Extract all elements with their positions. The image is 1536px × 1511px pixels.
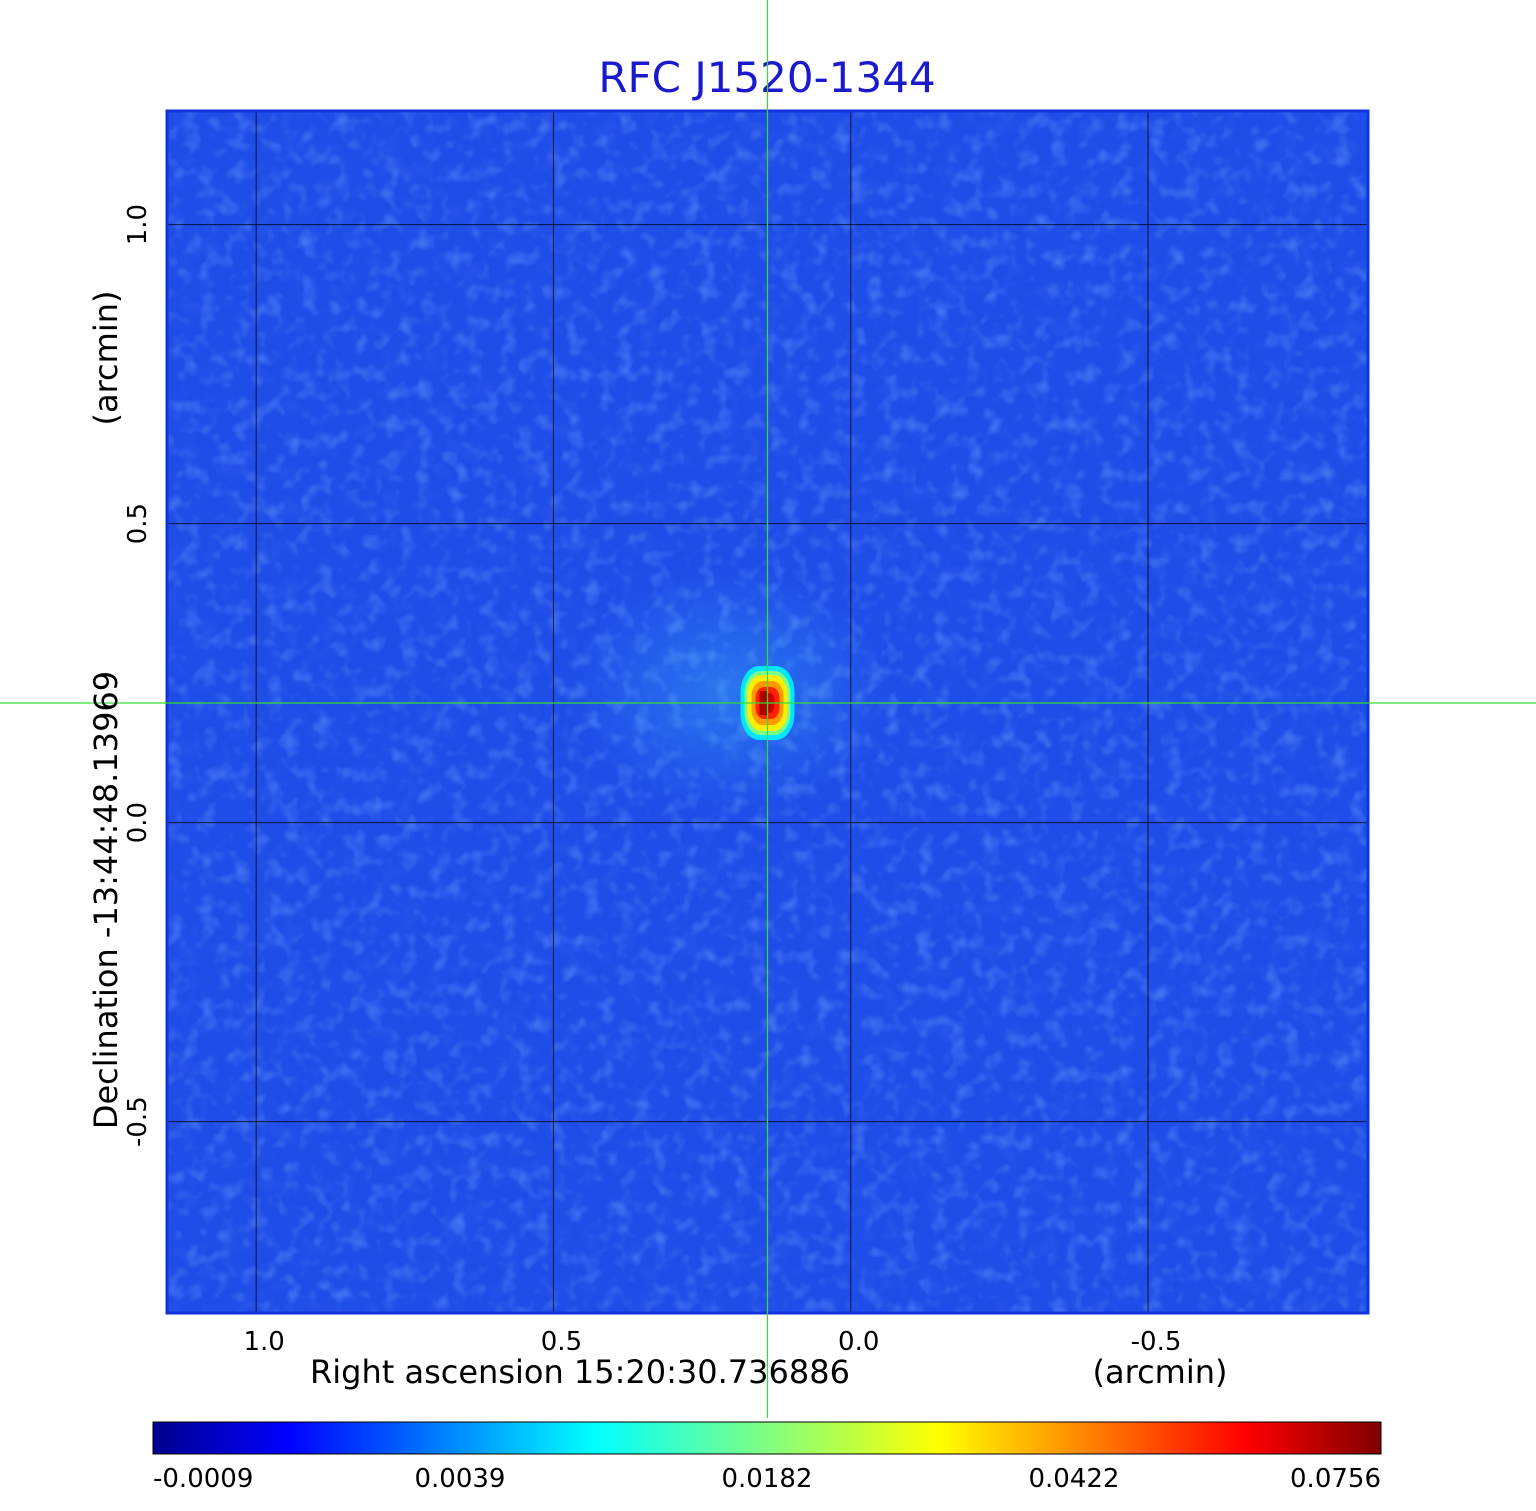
x-tick-label: -0.5	[1131, 1327, 1182, 1357]
colorbar-tick-labels: -0.0009 0.0039 0.0182 0.0422 0.0756	[153, 1464, 1381, 1494]
y-tick-label: 0.0	[123, 802, 153, 843]
colorbar	[152, 1421, 1382, 1455]
y-tick-label: 1.0	[123, 204, 153, 245]
colorbar-tick-label: 0.0039	[415, 1464, 506, 1494]
colorbar-tick-label: 0.0182	[722, 1464, 813, 1494]
colorbar-tick-label: -0.0009	[153, 1464, 253, 1494]
y-axis-tick-labels: 1.0 0.5 0.0 -0.5	[123, 204, 153, 1147]
x-axis-label: Right ascension 15:20:30.736886	[310, 1353, 850, 1391]
x-tick-label: 1.0	[244, 1327, 285, 1357]
source-halo	[570, 570, 890, 810]
y-axis-label: Declination -13:44:48.13969	[87, 671, 125, 1129]
crosshair	[0, 0, 1536, 1418]
y-tick-label: -0.5	[123, 1096, 153, 1147]
y-tick-label: 0.5	[123, 503, 153, 544]
x-axis-tick-labels: 1.0 0.5 0.0 -0.5	[244, 1327, 1182, 1357]
y-axis-unit: (arcmin)	[87, 291, 125, 426]
x-tick-label: 0.5	[541, 1327, 582, 1357]
x-tick-label: 0.0	[838, 1327, 879, 1357]
colorbar-tick-label: 0.0756	[1290, 1464, 1381, 1494]
x-axis-unit: (arcmin)	[1093, 1353, 1228, 1391]
colorbar-tick-label: 0.0422	[1029, 1464, 1120, 1494]
